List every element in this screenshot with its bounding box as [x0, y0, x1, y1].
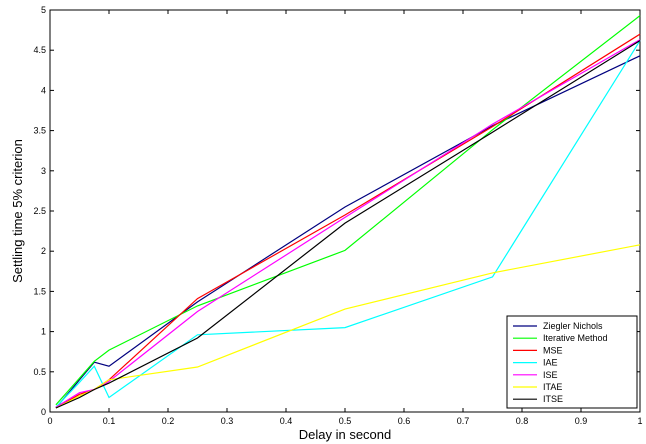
- y-tick-label: 3.5: [33, 126, 46, 136]
- series-line-iterative-method: [55, 15, 641, 406]
- y-tick-label: 0.5: [33, 367, 46, 377]
- legend-items: Ziegler Nichols Iterative Method MSE IAE ISE…: [513, 321, 608, 404]
- x-tick-label: 0.5: [339, 416, 352, 426]
- y-tick-label: 4.5: [33, 45, 46, 55]
- x-tick-label: 0.3: [221, 416, 234, 426]
- legend-label-itae: ITAE: [543, 382, 562, 392]
- series-line-itse: [55, 40, 641, 409]
- x-tick-label: 0.8: [516, 416, 529, 426]
- x-tick-label: 0: [47, 416, 52, 426]
- series-line-iae: [55, 40, 641, 408]
- x-tick-label: 0.1: [103, 416, 116, 426]
- legend-label-ise: ISE: [543, 370, 558, 380]
- y-axis-title: Settling time 5% criterion: [10, 139, 25, 283]
- legend-label-mse: MSE: [543, 345, 563, 355]
- x-tick-label: 0.9: [575, 416, 588, 426]
- y-tick-label: 5: [41, 5, 46, 15]
- x-tick-label: 0.6: [398, 416, 411, 426]
- legend-label-iterative-method: Iterative Method: [543, 333, 608, 343]
- y-tick-label: 1: [41, 327, 46, 337]
- y-tick-label: 1.5: [33, 286, 46, 296]
- y-tick-label: 3: [41, 166, 46, 176]
- x-tick-label: 0.4: [280, 416, 293, 426]
- x-axis-title: Delay in second: [299, 427, 392, 442]
- series-line-ise: [55, 39, 641, 408]
- x-tick-label: 0.7: [457, 416, 470, 426]
- series-layer: [55, 15, 641, 409]
- y-axis-ticks: 0 0.5 1 1.5 2 2.5 3 3.5 4 4.5 5: [33, 5, 640, 417]
- legend-label-ziegler-nichols: Ziegler Nichols: [543, 321, 603, 331]
- y-tick-label: 0: [41, 407, 46, 417]
- series-line-itae: [55, 244, 641, 409]
- legend-label-iae: IAE: [543, 358, 558, 368]
- legend-label-itse: ITSE: [543, 394, 563, 404]
- x-axis-ticks: 0 0.1 0.2 0.3 0.4 0.5 0.6 0.7 0.8 0.9 1: [47, 10, 643, 426]
- legend: Ziegler Nichols Iterative Method MSE IAE ISE…: [506, 315, 638, 409]
- y-tick-label: 2.5: [33, 206, 46, 216]
- y-tick-label: 2: [41, 246, 46, 256]
- x-tick-label: 0.2: [162, 416, 175, 426]
- y-tick-label: 4: [41, 85, 46, 95]
- series-line-mse: [55, 33, 641, 409]
- x-tick-label: 1: [637, 416, 642, 426]
